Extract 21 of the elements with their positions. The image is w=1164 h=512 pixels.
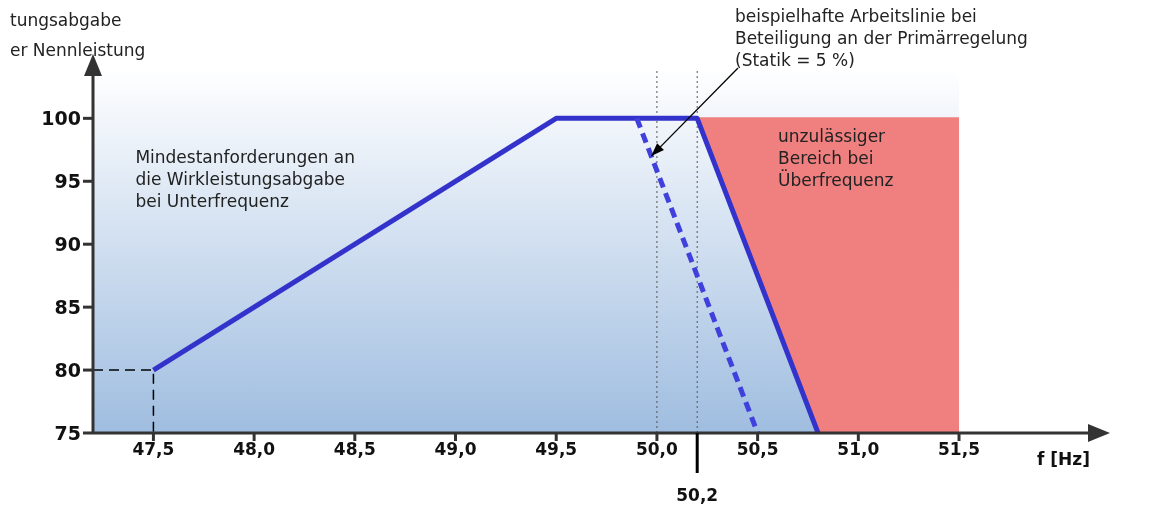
x-tick-label: 48,5 — [333, 439, 376, 460]
y-tick-label: 100 — [41, 107, 81, 130]
series-label: unzulässiger Bereich bei Überfrequenz — [778, 126, 894, 191]
x-tick-label: 47,5 — [132, 439, 175, 460]
x-tick-label: 50,5 — [736, 439, 779, 460]
y-axis-title: tungsabgabe er Nennleistung — [10, 10, 146, 60]
x-tick-label: 48,0 — [233, 439, 276, 460]
y-tick-label: 80 — [54, 358, 81, 381]
x-tick-label: 51,5 — [938, 439, 980, 460]
x-tick-label: 50,0 — [635, 439, 679, 460]
y-tick-label: 95 — [54, 170, 81, 193]
x-tick-label: 49,5 — [535, 439, 578, 460]
x-tick-label: 51,0 — [837, 439, 880, 460]
series-label: Mindestanforderungen an die Wirkleistungsabgabe bei Unterfrequenz — [135, 147, 356, 211]
y-tick-label: 85 — [54, 295, 81, 318]
text: beispielhafte Arbeitslinie bei Beteiligung an der Primärregelung (Statik = 5 %) — [735, 6, 1028, 70]
x-tick-label: 49,0 — [434, 439, 477, 460]
y-tick-label: 90 — [54, 232, 81, 255]
ref-line-label: 50,2 — [676, 485, 719, 505]
y-tick-label: 75 — [54, 421, 81, 444]
x-axis-title: f [Hz] — [1037, 449, 1090, 469]
